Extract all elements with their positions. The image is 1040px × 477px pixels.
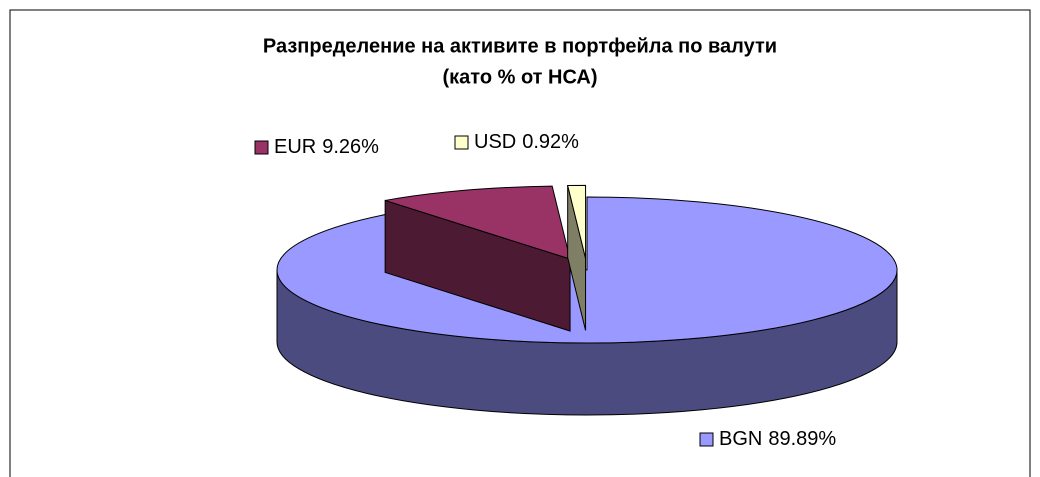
label-value: 0.92% bbox=[522, 131, 579, 153]
slice-top bbox=[384, 185, 571, 260]
slice-top bbox=[276, 196, 898, 344]
label-key bbox=[454, 135, 469, 150]
chart-frame bbox=[9, 9, 1031, 477]
label-value: 89.89% bbox=[768, 428, 836, 450]
chart-title: Разпределение на активите в портфейла по… bbox=[263, 35, 777, 57]
slice-top bbox=[567, 184, 587, 259]
data-label: EUR 9.26% bbox=[274, 136, 379, 158]
label-category: EUR bbox=[274, 136, 316, 158]
data-label: USD 0.92% bbox=[474, 131, 579, 153]
label-value: 9.26% bbox=[322, 136, 379, 158]
label-category: BGN bbox=[719, 428, 762, 450]
label-key bbox=[699, 432, 714, 447]
label-key bbox=[254, 140, 269, 155]
chart-subtitle: (като % от НСА) bbox=[443, 66, 598, 88]
data-label: BGN 89.89% bbox=[719, 428, 836, 450]
label-category: USD bbox=[474, 131, 516, 153]
